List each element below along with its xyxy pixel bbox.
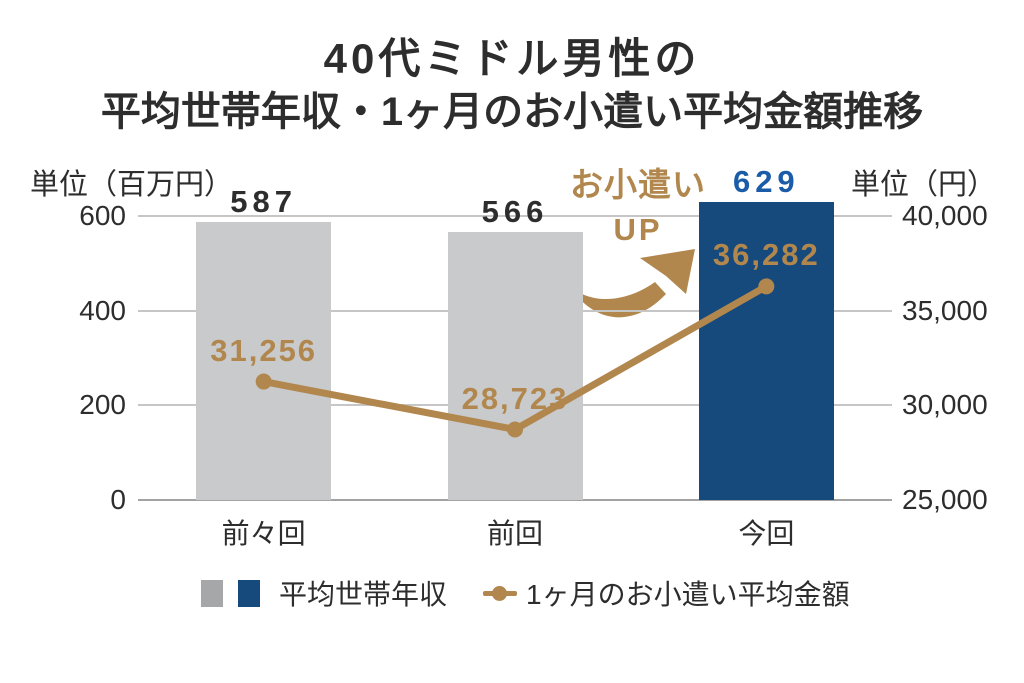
legend-label-line-series: 1ヶ月のお小遣い平均金額: [526, 579, 850, 610]
left-axis-tick-400: 400: [79, 294, 126, 326]
line-value-label-31,256: 31,256: [210, 332, 318, 368]
chart-title: 40代ミドル男性の 平均世帯年収・1ヶ月のお小遣い平均金額推移: [0, 35, 1024, 135]
line-value-label-28,723: 28,723: [461, 380, 569, 416]
right-axis-tick-40000: 40,000: [902, 200, 988, 231]
legend: 平均世帯年収 1ヶ月のお小遣い平均金額: [201, 574, 850, 612]
gridline: [138, 215, 892, 217]
bar-今回: [698, 202, 834, 500]
right-axis-unit-label: 単位（円）: [850, 169, 996, 201]
category-label-今回: 今回: [738, 518, 795, 549]
bar-value-label-566: 566: [481, 194, 549, 230]
left-axis-unit-label: 単位（百万円）: [30, 169, 234, 201]
legend-swatch-gray: [201, 579, 223, 607]
category-label-前回: 前回: [486, 518, 543, 549]
line-point-前々回: [255, 373, 272, 390]
line-series: [255, 278, 775, 438]
legend-line-marker-icon: [483, 585, 518, 601]
legend-label-bar-series: 平均世帯年収: [279, 579, 448, 610]
legend-swatch-blue: [238, 579, 260, 607]
bar-前々回: [196, 222, 332, 500]
line-value-label-36,282: 36,282: [712, 237, 820, 273]
bar-value-label-629: 629: [732, 164, 800, 200]
annotation-line2: UP: [613, 212, 663, 247]
right-axis-tick-25000: 25,000: [902, 484, 988, 515]
x-axis-line: [138, 499, 892, 501]
bar-前回: [447, 232, 583, 500]
chart-title-line1: 40代ミドル男性の: [323, 35, 701, 82]
left-axis-tick-0: 0: [110, 484, 126, 515]
up-arrow-icon: [570, 249, 695, 318]
line-point-前回: [507, 421, 523, 438]
bar-value-label-587: 587: [230, 184, 298, 220]
annotation-line1: お小遣い: [570, 166, 706, 203]
right-axis-tick-30000: 30,000: [902, 389, 988, 421]
left-axis-tick-600: 600: [79, 200, 126, 231]
annotation-okozukai-up: お小遣い UP: [560, 166, 716, 247]
chart-title-line2: 平均世帯年収・1ヶ月のお小遣い平均金額推移: [100, 90, 924, 135]
right-axis-tick-35000: 35,000: [902, 294, 988, 326]
legend-line-dot-icon: [492, 585, 508, 601]
left-axis-tick-200: 200: [79, 389, 126, 421]
line-point-今回: [758, 278, 775, 295]
category-label-前々回: 前々回: [221, 518, 306, 549]
